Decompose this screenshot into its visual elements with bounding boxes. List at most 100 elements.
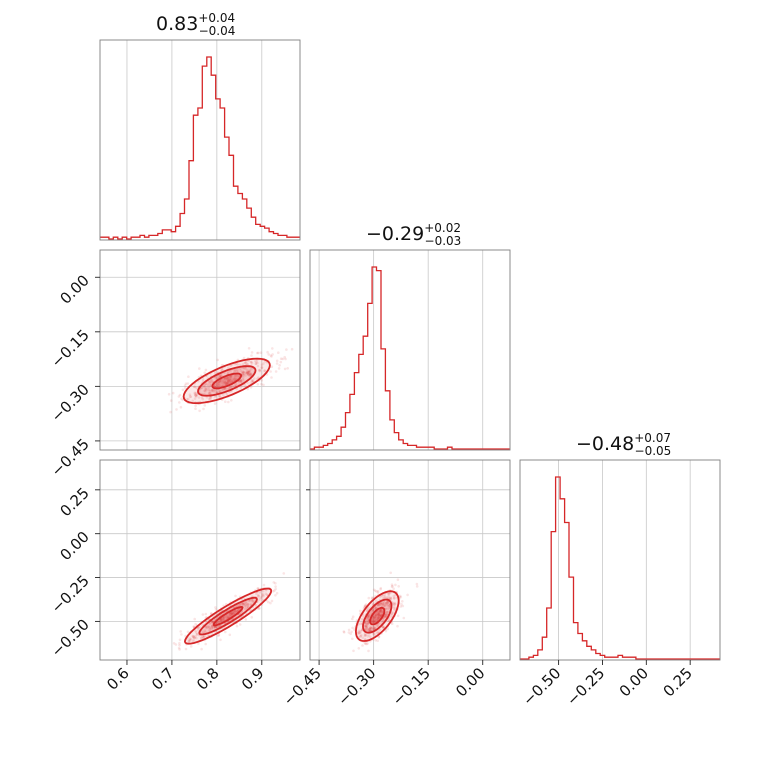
scatter-point bbox=[377, 636, 381, 639]
scatter-point bbox=[204, 642, 207, 646]
scatter-point bbox=[204, 388, 208, 392]
scatter-point bbox=[210, 621, 214, 624]
scatter-point bbox=[360, 618, 364, 621]
scatter-point bbox=[286, 367, 290, 370]
scatter-point bbox=[225, 382, 229, 385]
scatter-point bbox=[233, 384, 236, 388]
scatter-point bbox=[386, 600, 389, 604]
panel-frames bbox=[99, 39, 721, 661]
scatter-point bbox=[367, 621, 370, 625]
scatter-point bbox=[184, 382, 188, 386]
scatter-point bbox=[208, 392, 211, 395]
scatter-point bbox=[375, 604, 378, 608]
scatter-point bbox=[376, 617, 379, 621]
scatter-point bbox=[372, 615, 376, 619]
scatter-point bbox=[216, 383, 219, 386]
scatter-point bbox=[269, 370, 272, 373]
scatter-point bbox=[208, 626, 211, 630]
contour-level bbox=[182, 357, 271, 405]
scatter-point bbox=[364, 642, 367, 646]
scatter-point bbox=[376, 603, 380, 607]
scatter-point bbox=[381, 619, 385, 622]
scatter-point bbox=[230, 612, 234, 616]
scatter-point bbox=[209, 384, 212, 387]
scatter-point bbox=[208, 627, 211, 631]
scatter-point bbox=[219, 395, 222, 399]
scatter-point bbox=[378, 613, 382, 617]
panel-frame bbox=[99, 459, 301, 661]
scatter-point bbox=[213, 388, 217, 392]
scatter-point bbox=[377, 616, 380, 620]
scatter-point bbox=[279, 360, 283, 364]
scatter-point bbox=[244, 374, 247, 377]
scatter-point bbox=[230, 612, 234, 616]
scatter-point bbox=[373, 620, 376, 624]
scatter-point bbox=[242, 373, 245, 377]
scatter-point bbox=[237, 604, 241, 607]
scatter-point bbox=[377, 611, 381, 615]
scatter-point bbox=[363, 604, 367, 607]
scatter-point bbox=[373, 616, 377, 619]
scatter-point bbox=[351, 626, 354, 630]
scatter-point bbox=[373, 618, 377, 622]
scatter-point bbox=[254, 603, 258, 607]
scatter-point bbox=[370, 627, 374, 630]
scatter-point bbox=[219, 620, 223, 623]
scatter-point bbox=[350, 630, 353, 634]
x-tick-label: 0.7 bbox=[148, 664, 178, 694]
scatter-point bbox=[258, 368, 261, 372]
scatter-point bbox=[270, 365, 274, 369]
scatter-point bbox=[183, 386, 187, 390]
scatter-point bbox=[278, 364, 281, 367]
scatter-point bbox=[180, 633, 183, 636]
scatter-point bbox=[388, 597, 392, 600]
scatter-point bbox=[210, 388, 214, 392]
scatter-point bbox=[189, 645, 193, 648]
scatter-point bbox=[257, 607, 261, 610]
scatter-point bbox=[203, 635, 206, 638]
scatter-point bbox=[210, 625, 214, 628]
scatter-point bbox=[204, 630, 207, 634]
scatter-point bbox=[260, 382, 263, 386]
scatter-point bbox=[357, 629, 361, 633]
scatter-point bbox=[368, 612, 372, 616]
scatter-point bbox=[180, 397, 183, 401]
scatter-point bbox=[402, 616, 406, 620]
scatter-point bbox=[204, 382, 208, 386]
scatter-point bbox=[265, 593, 269, 596]
scatter-point bbox=[367, 633, 371, 637]
scatter-point bbox=[391, 584, 394, 588]
scatter-point bbox=[187, 397, 190, 401]
scatter-point bbox=[241, 363, 245, 366]
scatter-point bbox=[254, 362, 258, 366]
scatter-point bbox=[277, 351, 280, 355]
param-title-1: 0.83+0.04 −0.04 bbox=[156, 11, 235, 38]
x-tick-label: 0.00 bbox=[616, 664, 652, 700]
scatter-point bbox=[392, 587, 395, 590]
scatter-point bbox=[245, 368, 249, 372]
scatter-point bbox=[260, 594, 264, 598]
scatter-point bbox=[365, 619, 369, 623]
scatter-point bbox=[377, 614, 381, 617]
scatter-point bbox=[361, 636, 365, 640]
scatter-point bbox=[254, 592, 258, 596]
scatter-point bbox=[251, 599, 254, 603]
scatter-point bbox=[250, 372, 253, 376]
scatter-point bbox=[375, 590, 378, 593]
scatter-point bbox=[204, 387, 207, 391]
scatter-point bbox=[254, 359, 257, 363]
scatter-point bbox=[367, 615, 370, 619]
scatter-point bbox=[178, 638, 182, 642]
scatter-point bbox=[257, 594, 261, 598]
scatter-point bbox=[375, 619, 379, 622]
scatter-point bbox=[230, 384, 234, 388]
scatter-point bbox=[359, 629, 363, 633]
scatter-point bbox=[368, 615, 371, 618]
scatter-point bbox=[233, 609, 237, 613]
scatter-point bbox=[208, 389, 212, 393]
scatter-point bbox=[398, 594, 402, 598]
scatter-point bbox=[209, 391, 212, 395]
scatter-point bbox=[366, 609, 369, 612]
scatter-point bbox=[360, 633, 363, 637]
scatter-point bbox=[260, 379, 264, 382]
